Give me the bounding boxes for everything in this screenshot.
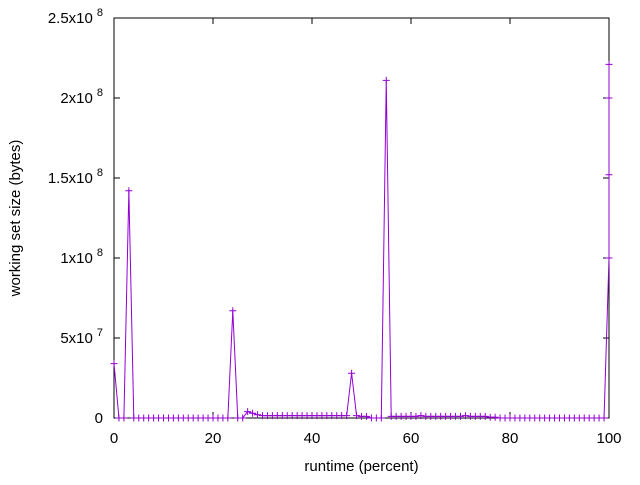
data-point-marker: [343, 412, 351, 420]
y-tick-mantissa: 2.5x10: [48, 10, 93, 27]
plot-frame: [113, 17, 610, 419]
data-point-marker: [605, 60, 613, 68]
y-tick-exponent: 8: [97, 87, 103, 99]
y-tick-label: 2x10 8: [60, 87, 103, 107]
y-tick-exponent: 7: [97, 327, 103, 339]
x-tick-label: 60: [403, 430, 420, 447]
y-tick-exponent: 8: [97, 167, 103, 179]
data-point-marker: [353, 412, 361, 420]
x-tick-label: 0: [110, 430, 118, 447]
y-tick-mantissa: 5x10: [60, 330, 93, 347]
data-point-marker: [120, 414, 128, 422]
data-point-marker: [600, 414, 608, 422]
x-tick-label: 80: [502, 430, 519, 447]
data-point-marker: [244, 408, 252, 416]
x-tick-label: 40: [304, 430, 321, 447]
series-line: [113, 64, 610, 419]
data-point-marker: [362, 412, 370, 420]
data-point-marker: [125, 187, 133, 195]
series-layer: [110, 60, 613, 422]
data-point-marker: [229, 307, 237, 315]
data-point-marker: [605, 171, 613, 179]
y-tick-label: 0: [95, 410, 103, 427]
data-point-marker: [110, 360, 118, 368]
data-point-marker: [457, 412, 464, 420]
y-tick-mantissa: 1.5x10: [48, 170, 93, 187]
x-tick-label: 20: [205, 430, 222, 447]
y-tick-label: 2.5x10 8: [48, 7, 103, 27]
y-tick-exponent: 8: [97, 247, 103, 259]
y-tick-label: 5x10 7: [60, 327, 103, 347]
data-point-marker: [382, 76, 390, 84]
y-tick-exponent: 8: [97, 7, 103, 19]
x-axis-ticks: 0 20 40 60 80 100: [110, 18, 622, 447]
data-point-marker: [605, 94, 613, 102]
data-point-marker: [605, 254, 613, 262]
data-point-marker: [417, 412, 425, 420]
data-point-marker: [239, 414, 247, 422]
data-point-marker: [491, 413, 499, 421]
x-tick-label: 100: [596, 430, 621, 447]
y-tick-mantissa: 0: [95, 410, 103, 427]
data-point-marker: [412, 412, 420, 420]
data-point-marker: [249, 409, 257, 417]
data-point-marker: [481, 412, 489, 420]
x-axis-title: runtime (percent): [304, 458, 418, 475]
y-axis-title: working set size (bytes): [7, 140, 24, 298]
data-point-marker: [461, 412, 469, 420]
data-point-marker: [377, 414, 385, 422]
data-point-marker: [348, 369, 356, 377]
y-tick-mantissa: 2x10: [60, 90, 93, 107]
y-tick-mantissa: 1x10: [60, 250, 93, 267]
plot-border: [113, 17, 610, 419]
data-point-marker: [254, 411, 262, 419]
data-point-marker: [224, 414, 232, 422]
y-tick-label: 1x10 8: [60, 247, 103, 267]
y-tick-label: 1.5x10 8: [48, 167, 103, 187]
y-axis-ticks: 0 5x10 7 1x10 8 1.5x10 8 2x10 8 2.5x10 8: [48, 7, 609, 427]
